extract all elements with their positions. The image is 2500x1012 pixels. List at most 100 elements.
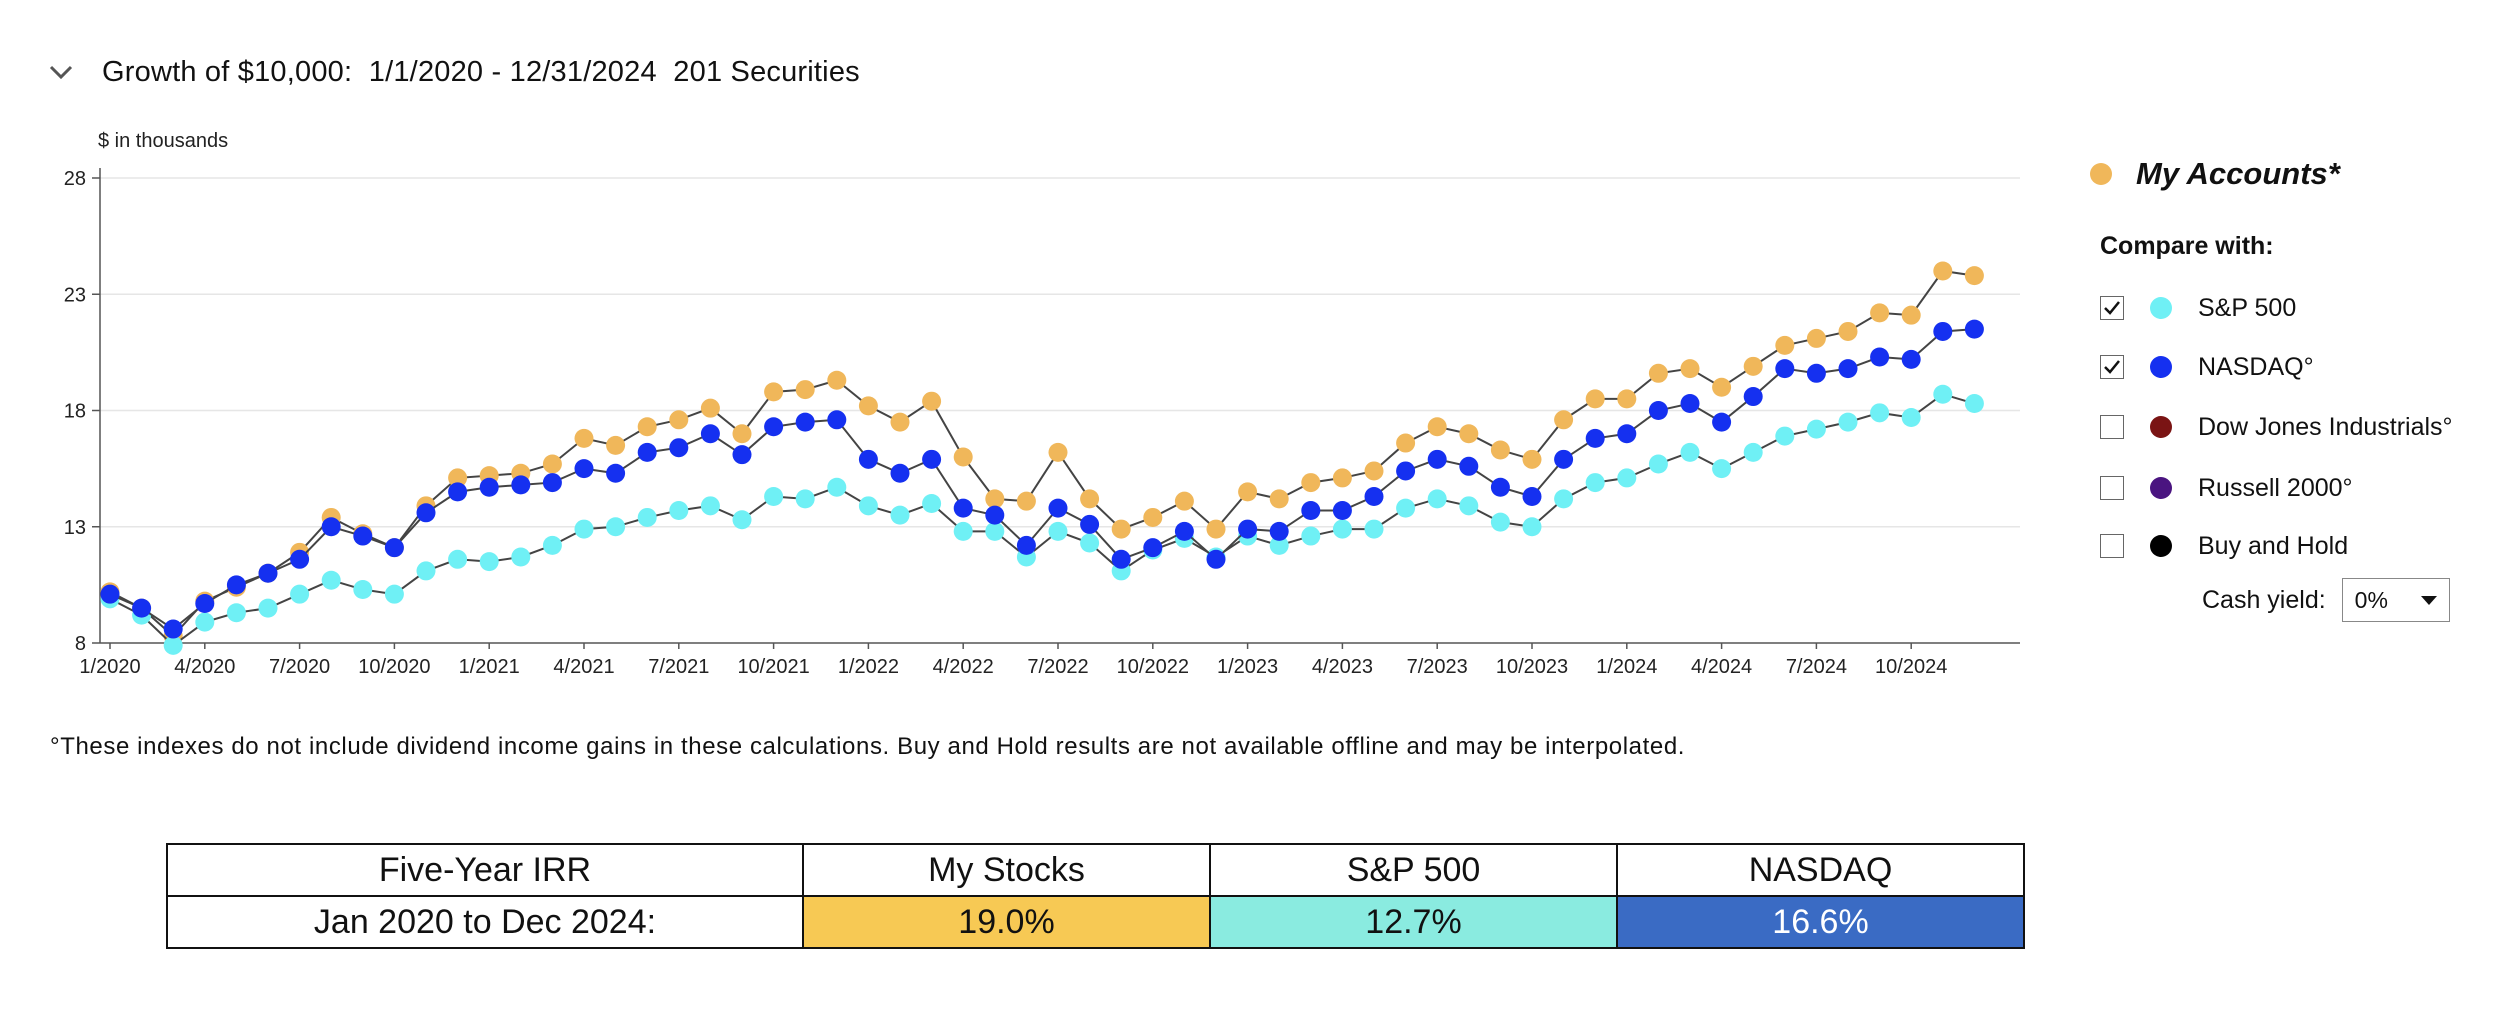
- data-point: [953, 498, 973, 518]
- data-point: [1617, 389, 1637, 409]
- cash-yield: Cash yield: 0%: [2202, 578, 2450, 622]
- data-point: [1554, 410, 1574, 430]
- data-point: [1743, 356, 1763, 376]
- data-point: [1269, 489, 1289, 509]
- legend-item: Russell 2000°: [2100, 468, 2353, 508]
- data-point: [890, 463, 910, 483]
- data-point: [764, 417, 784, 437]
- data-point: [479, 552, 499, 572]
- legend-my-accounts: My Accounts*: [2090, 156, 2340, 192]
- data-point: [226, 603, 246, 623]
- dropdown-arrow-icon: [2420, 595, 2437, 605]
- irr-header-cell: S&P 500: [1209, 843, 1618, 897]
- irr-header-row: Five-Year IRR My Stocks S&P 500 NASDAQ: [166, 843, 2025, 897]
- x-tick-label: 7/2024: [1786, 656, 1847, 678]
- legend-item-label: S&P 500: [2198, 293, 2297, 322]
- data-point: [1838, 359, 1858, 379]
- data-point: [858, 396, 878, 416]
- data-point: [1901, 305, 1921, 325]
- data-point: [1396, 498, 1416, 518]
- x-tick-label: 4/2024: [1691, 656, 1752, 678]
- data-point: [1427, 449, 1447, 469]
- data-point: [1396, 433, 1416, 453]
- data-point: [1870, 303, 1890, 323]
- footnote: °These indexes do not include dividend i…: [50, 733, 1686, 760]
- data-point: [732, 445, 752, 465]
- irr-header-cell: NASDAQ: [1616, 843, 2025, 897]
- data-point: [1490, 512, 1510, 532]
- data-point: [1490, 440, 1510, 460]
- x-tick-label: 7/2022: [1027, 656, 1088, 678]
- data-point: [416, 561, 436, 581]
- series-line: [109, 393, 1975, 647]
- data-point: [163, 635, 183, 655]
- data-point: [1206, 519, 1226, 539]
- data-point: [1048, 498, 1068, 518]
- data-point: [1080, 514, 1100, 534]
- legend-checkbox[interactable]: [2100, 476, 2124, 500]
- data-point: [1238, 519, 1258, 539]
- data-point: [353, 526, 373, 546]
- data-point: [1648, 363, 1668, 383]
- chevron-down-icon[interactable]: [46, 57, 76, 87]
- data-point: [1269, 521, 1289, 541]
- data-point: [985, 521, 1005, 541]
- data-point: [542, 473, 562, 493]
- irr-value-row: Jan 2020 to Dec 2024: 19.0% 12.7% 16.6%: [166, 895, 2025, 949]
- legend-item: Buy and Hold: [2100, 526, 2348, 566]
- data-point: [1838, 412, 1858, 432]
- data-point: [1933, 384, 1953, 404]
- data-point: [606, 463, 626, 483]
- data-point: [669, 438, 689, 458]
- legend-checkbox[interactable]: [2100, 415, 2124, 439]
- legend-checkbox[interactable]: [2100, 534, 2124, 558]
- x-tick-label: 10/2023: [1496, 656, 1568, 678]
- x-tick-label: 1/2023: [1217, 656, 1278, 678]
- legend-item-label: Buy and Hold: [2198, 531, 2349, 560]
- data-point: [1364, 519, 1384, 539]
- legend-color-dot: [2150, 297, 2172, 319]
- data-point: [1743, 442, 1763, 462]
- data-point: [1522, 449, 1542, 469]
- data-point: [1427, 489, 1447, 509]
- data-point: [1269, 535, 1289, 555]
- data-point: [1585, 473, 1605, 493]
- x-tick-label: 4/2023: [1312, 656, 1373, 678]
- cash-yield-label: Cash yield:: [2202, 585, 2326, 614]
- data-point: [985, 489, 1005, 509]
- x-tick-label: 1/2022: [838, 656, 899, 678]
- data-point: [1870, 403, 1890, 423]
- data-point: [922, 494, 942, 513]
- data-point: [195, 593, 215, 613]
- data-point: [1775, 426, 1795, 446]
- data-point: [511, 547, 531, 567]
- legend-color-dot: [2150, 535, 2172, 557]
- data-point: [290, 584, 310, 604]
- data-point: [1806, 419, 1826, 439]
- data-point: [795, 412, 815, 432]
- data-point: [700, 496, 720, 516]
- legend-checkbox[interactable]: [2100, 355, 2124, 379]
- data-point: [1364, 487, 1384, 507]
- data-point: [1332, 519, 1352, 539]
- data-point: [321, 570, 341, 590]
- data-point: [890, 505, 910, 525]
- x-tick-label: 7/2021: [648, 656, 709, 678]
- data-point: [1964, 394, 1984, 414]
- data-point: [384, 538, 404, 558]
- data-point: [1964, 266, 1984, 286]
- data-point: [1048, 442, 1068, 462]
- legend-checkbox[interactable]: [2100, 296, 2124, 320]
- y-tick-label: 8: [75, 633, 86, 655]
- legend-item: NASDAQ°: [2100, 347, 2314, 387]
- data-point: [448, 482, 468, 502]
- data-point: [574, 519, 594, 539]
- data-point: [1080, 533, 1100, 553]
- cash-yield-select[interactable]: 0%: [2341, 578, 2450, 622]
- data-point: [732, 510, 752, 530]
- data-point: [827, 410, 847, 430]
- x-tick-label: 10/2021: [737, 656, 809, 678]
- data-point: [858, 496, 878, 516]
- data-point: [606, 435, 626, 455]
- data-point: [1174, 491, 1194, 511]
